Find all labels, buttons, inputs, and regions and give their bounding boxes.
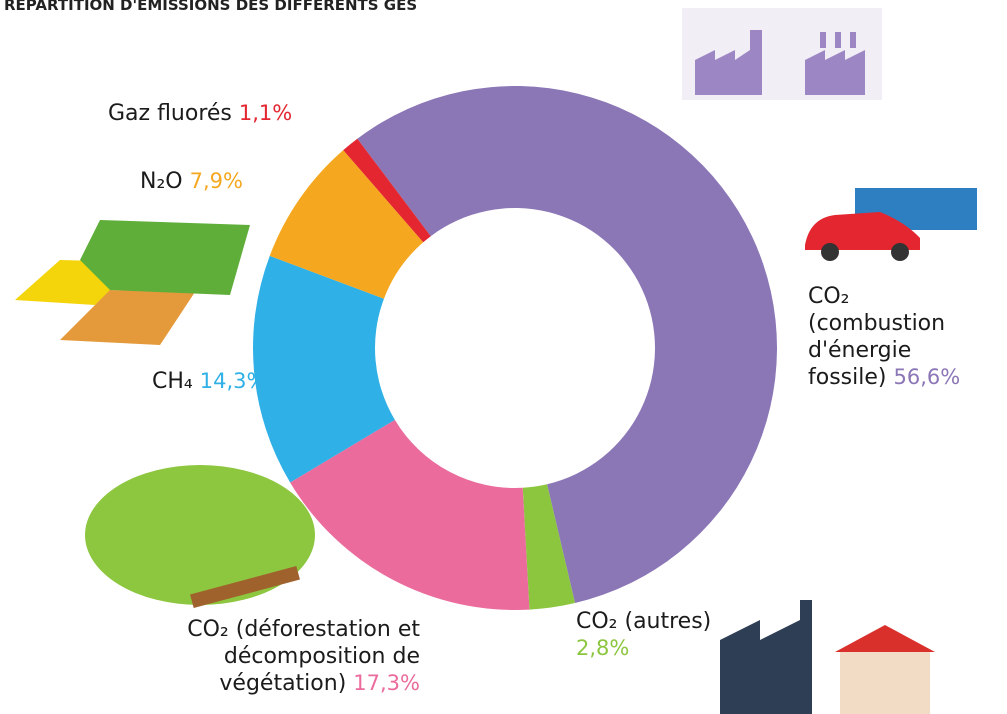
chart-title: REPARTITION D'EMISSIONS DES DIFFERENTS G… (4, 0, 418, 14)
value-label: 1,1% (238, 101, 293, 125)
segment-label: CO₂ (autres) 2,8% (576, 608, 751, 662)
segment-label: Gaz fluorés 1,1% (108, 100, 292, 127)
value-label: 2,8% (576, 636, 630, 660)
donut-segment (253, 255, 395, 483)
value-label: 14,3% (199, 369, 267, 393)
donut-segment (269, 150, 424, 299)
segment-label: CH₄ 14,3% (152, 368, 266, 395)
segment-label: CO₂ (déforestation et décomposition de v… (125, 616, 420, 697)
factory-icons (682, 8, 882, 100)
category-name: CH₄ (152, 369, 193, 394)
segment-label: CO₂ (combustion d'énergie fossile) 56,6% (808, 283, 978, 391)
value-label: 7,9% (189, 169, 243, 193)
category-name: CO₂ (déforestation et décomposition de v… (187, 617, 420, 696)
category-name: N₂O (140, 169, 183, 194)
category-name: CO₂ (autres) (576, 609, 712, 634)
mine-icon (720, 600, 935, 714)
segment-label: N₂O 7,9% (140, 168, 243, 195)
donut-segment (290, 419, 530, 610)
vehicle-icons (805, 188, 977, 261)
donut-segment (343, 138, 431, 243)
value-label: 56,6% (893, 365, 961, 389)
donut-segment (522, 484, 576, 610)
field-icon (15, 220, 250, 345)
category-name: Gaz fluorés (108, 101, 232, 126)
donut-segment (357, 85, 777, 604)
category-name: CO₂ (combustion d'énergie fossile) (808, 284, 946, 390)
value-label: 17,3% (353, 671, 420, 695)
forest-icon (85, 465, 315, 608)
